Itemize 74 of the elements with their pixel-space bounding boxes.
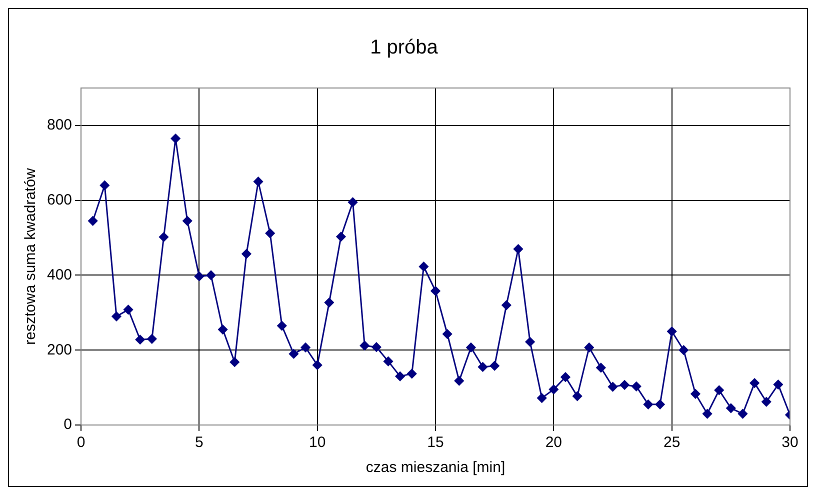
- point: [537, 393, 547, 403]
- point: [690, 389, 700, 399]
- point: [632, 382, 642, 392]
- point: [667, 326, 677, 336]
- point: [643, 400, 653, 410]
- point: [147, 334, 157, 344]
- point: [360, 340, 370, 350]
- point: [773, 380, 783, 390]
- point: [608, 382, 618, 392]
- point: [407, 368, 417, 378]
- point: [702, 409, 712, 419]
- x-tick-label: 25: [663, 434, 680, 452]
- point: [678, 345, 688, 355]
- point: [584, 342, 594, 352]
- point: [560, 372, 570, 382]
- point: [254, 176, 264, 186]
- x-tick-label: 10: [309, 434, 326, 452]
- point: [513, 244, 523, 254]
- point: [418, 262, 428, 272]
- point: [288, 349, 298, 359]
- point: [88, 216, 98, 226]
- point: [384, 356, 393, 366]
- point: [170, 134, 180, 144]
- point: [620, 380, 630, 390]
- point: [502, 300, 512, 310]
- point: [525, 337, 535, 347]
- point: [348, 197, 358, 207]
- chart-title: 1 próba: [370, 36, 439, 59]
- point: [324, 298, 334, 308]
- x-tick-label: 20: [545, 434, 562, 452]
- point: [726, 403, 736, 413]
- point: [572, 391, 582, 401]
- x-tick-label: 5: [195, 434, 204, 452]
- point: [112, 312, 122, 322]
- point: [442, 329, 452, 339]
- x-tick-label: 15: [427, 434, 444, 452]
- point: [242, 249, 252, 259]
- point: [548, 384, 558, 394]
- y-tick-label: 200: [46, 341, 72, 358]
- point: [750, 378, 760, 388]
- point: [430, 286, 440, 296]
- y-tick-label: 400: [46, 266, 72, 284]
- point: [714, 385, 724, 395]
- point: [300, 342, 310, 352]
- point: [158, 232, 168, 242]
- point: [738, 409, 748, 419]
- point: [218, 324, 228, 334]
- x-axis-title: czas mieszania [min]: [366, 459, 506, 476]
- point: [762, 397, 772, 407]
- y-axis-title: resztowa suma kwadratów: [22, 168, 40, 345]
- y-tick-label: 600: [46, 191, 72, 208]
- point: [395, 372, 405, 382]
- point: [336, 232, 346, 242]
- point: [490, 361, 500, 371]
- point: [277, 321, 287, 331]
- point: [265, 228, 275, 238]
- point: [194, 272, 204, 282]
- point: [454, 376, 464, 386]
- point: [596, 362, 606, 372]
- point: [372, 342, 382, 352]
- point: [135, 334, 145, 344]
- x-tick-label: 30: [782, 434, 798, 452]
- point: [230, 357, 240, 367]
- point: [466, 342, 476, 352]
- point: [478, 362, 488, 372]
- point: [124, 304, 134, 314]
- point: [100, 180, 110, 190]
- point: [312, 360, 322, 370]
- x-tick-label: 0: [76, 434, 86, 452]
- y-tick-label: 800: [46, 116, 72, 134]
- point: [182, 216, 192, 226]
- point: [206, 270, 216, 280]
- y-tick-label: 0: [64, 416, 72, 434]
- point: [655, 400, 665, 410]
